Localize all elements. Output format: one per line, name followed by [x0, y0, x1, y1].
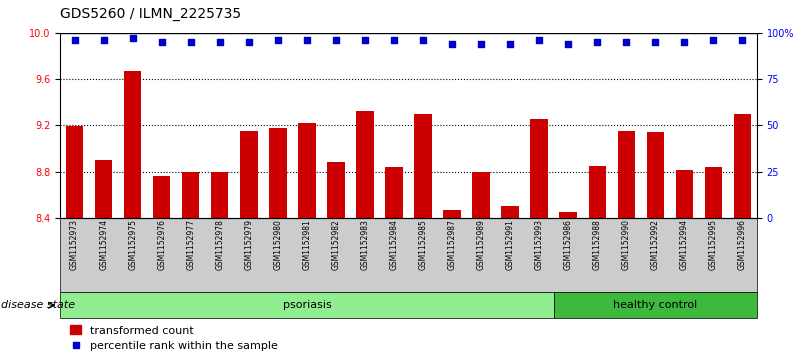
- Bar: [414, 114, 432, 363]
- Point: [97, 37, 110, 43]
- Text: disease state: disease state: [1, 300, 75, 310]
- Bar: [124, 71, 141, 363]
- Point: [213, 39, 226, 45]
- Point: [388, 37, 400, 43]
- Point: [504, 41, 517, 47]
- Bar: [646, 132, 664, 363]
- Point: [678, 39, 690, 45]
- Point: [68, 37, 81, 43]
- Point: [707, 37, 720, 43]
- Bar: [443, 210, 461, 363]
- Point: [127, 35, 139, 41]
- Bar: [501, 206, 519, 363]
- Bar: [559, 212, 577, 363]
- Bar: [385, 167, 403, 363]
- Point: [620, 39, 633, 45]
- Point: [155, 39, 168, 45]
- Bar: [269, 127, 287, 363]
- Bar: [66, 126, 83, 363]
- Bar: [589, 166, 606, 363]
- Point: [184, 39, 197, 45]
- Bar: [473, 171, 489, 363]
- Bar: [675, 170, 693, 363]
- Point: [533, 37, 545, 43]
- Point: [649, 39, 662, 45]
- Bar: [530, 119, 548, 363]
- Point: [272, 37, 284, 43]
- Bar: [327, 162, 344, 363]
- Point: [475, 41, 488, 47]
- Point: [300, 37, 313, 43]
- Point: [359, 37, 372, 43]
- Legend: transformed count, percentile rank within the sample: transformed count, percentile rank withi…: [66, 321, 283, 356]
- Bar: [240, 131, 257, 363]
- Bar: [618, 131, 635, 363]
- Bar: [182, 171, 199, 363]
- Bar: [211, 171, 228, 363]
- Point: [243, 39, 256, 45]
- Bar: [298, 123, 316, 363]
- Text: psoriasis: psoriasis: [283, 300, 332, 310]
- Point: [417, 37, 429, 43]
- Point: [329, 37, 342, 43]
- Text: GDS5260 / ILMN_2225735: GDS5260 / ILMN_2225735: [60, 7, 241, 21]
- Bar: [356, 111, 373, 363]
- Point: [591, 39, 604, 45]
- Bar: [705, 167, 722, 363]
- Point: [562, 41, 574, 47]
- Bar: [734, 114, 751, 363]
- Text: healthy control: healthy control: [614, 300, 698, 310]
- Point: [736, 37, 749, 43]
- Point: [445, 41, 458, 47]
- Bar: [95, 160, 112, 363]
- Bar: [153, 176, 171, 363]
